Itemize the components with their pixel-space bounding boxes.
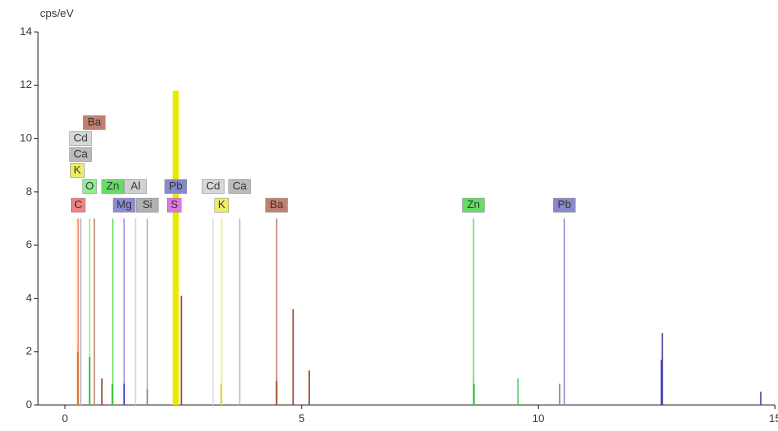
y-tick-label: 14 [20, 26, 32, 38]
x-tick-label: 15 [769, 413, 778, 425]
y-tick-label: 12 [20, 79, 32, 91]
element-label-box [265, 197, 288, 213]
element-label: Ba [270, 199, 284, 211]
element-label-box [70, 197, 86, 213]
element-label-box [69, 147, 92, 162]
element-label-box [82, 179, 97, 194]
element-label-box [112, 197, 136, 213]
element-label-box [214, 197, 229, 213]
element-label: Al [131, 180, 141, 192]
element-label: Ca [74, 148, 89, 160]
element-label-box [553, 197, 576, 213]
element-label-box [167, 197, 182, 213]
element-label-box [462, 197, 485, 213]
element-label-box [124, 179, 147, 194]
element-label: Si [142, 199, 152, 211]
element-label-box [136, 197, 159, 213]
element-label-box [201, 179, 225, 194]
y-tick-label: 6 [26, 239, 32, 251]
element-label: O [85, 180, 94, 192]
element-label: Cd [206, 180, 220, 192]
element-label: Zn [106, 180, 119, 192]
element-label: K [218, 199, 226, 211]
y-tick-label: 10 [20, 132, 32, 144]
element-label: Pb [558, 199, 571, 211]
x-tick-label: 10 [532, 413, 544, 425]
y-tick-label: 0 [26, 399, 32, 411]
y-tick-label: 8 [26, 186, 32, 198]
element-label: Ca [233, 180, 248, 192]
element-label-box [101, 179, 125, 194]
element-label-box [228, 179, 251, 194]
element-label: Zn [467, 199, 480, 211]
y-axis-label: cps/eV [40, 8, 74, 20]
element-label: Cd [74, 132, 88, 144]
y-tick-label: 4 [26, 292, 32, 304]
element-label: Pb [169, 180, 182, 192]
element-label: C [74, 199, 82, 211]
x-tick-label: 0 [62, 413, 68, 425]
element-label: Mg [117, 199, 132, 211]
element-label-box [69, 131, 92, 146]
element-label: K [74, 164, 82, 176]
element-label: Ba [88, 116, 102, 128]
y-tick-label: 2 [26, 346, 32, 358]
x-tick-label: 5 [299, 413, 305, 425]
element-label-box [164, 179, 187, 194]
element-label-box [83, 115, 106, 130]
element-label: S [171, 199, 178, 211]
element-label-box [70, 163, 85, 178]
